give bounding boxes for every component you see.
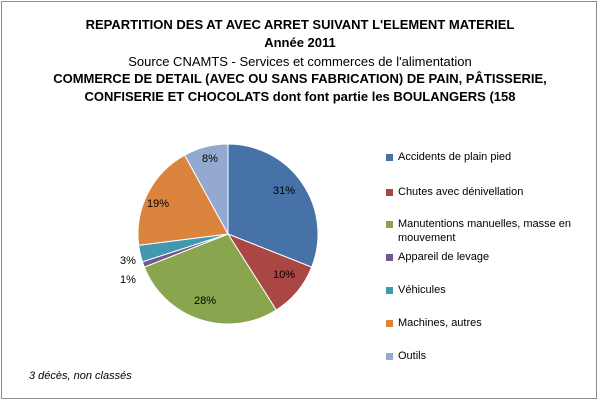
chart-title-line-3: Source CNAMTS - Services et commerces de… <box>128 54 472 69</box>
legend-label: Chutes avec dénivellation <box>398 186 524 198</box>
pie-data-label: 1% <box>120 274 136 286</box>
pie-slice <box>183 143 229 235</box>
legend-item: Outils <box>386 349 586 363</box>
legend-label: Accidents de plain pied <box>398 151 512 163</box>
legend-label: Manutentions manuelles, masse en mouveme… <box>398 218 572 244</box>
pie-data-label: 3% <box>120 255 136 267</box>
legend-swatch <box>386 287 393 294</box>
legend-item: Accidents de plain pied <box>386 150 586 164</box>
chart-title-line-5: CONFISERIE ET CHOCOLATS dont font partie… <box>84 89 516 104</box>
pie-data-label: 8% <box>202 153 218 165</box>
chart-title-line-2: Année 2011 <box>264 35 336 50</box>
legend-label: Machines, autres <box>398 317 482 329</box>
pie-data-label: 10% <box>273 269 295 281</box>
pie-data-label: 19% <box>147 198 169 210</box>
legend-swatch <box>386 221 393 228</box>
legend-swatch <box>386 154 393 161</box>
legend-label: Appareil de levage <box>398 251 490 263</box>
chart-title-line-4: COMMERCE DE DETAIL (AVEC OU SANS FABRICA… <box>53 71 547 86</box>
legend-item: Machines, autres <box>386 316 586 330</box>
legend-item: Chutes avec dénivellation <box>386 185 586 199</box>
legend-swatch <box>386 189 393 196</box>
pie-slice <box>227 143 319 268</box>
legend-item: Véhicules <box>386 283 586 297</box>
legend-label: Outils <box>398 350 427 362</box>
pie-data-label: 28% <box>194 295 216 307</box>
legend-swatch <box>386 254 393 261</box>
pie-data-label: 31% <box>273 185 295 197</box>
pie-slice <box>137 154 229 246</box>
legend-swatch <box>386 320 393 327</box>
legend-item: Manutentions manuelles, masse en mouveme… <box>386 217 586 245</box>
legend-item: Appareil de levage <box>386 250 586 264</box>
legend-swatch <box>386 353 393 360</box>
chart-title-line-1: REPARTITION DES AT AVEC ARRET SUIVANT L'… <box>85 17 515 32</box>
legend-label: Véhicules <box>398 284 446 296</box>
footnote: 3 décès, non classés <box>29 370 132 382</box>
pie-slice <box>143 233 277 325</box>
